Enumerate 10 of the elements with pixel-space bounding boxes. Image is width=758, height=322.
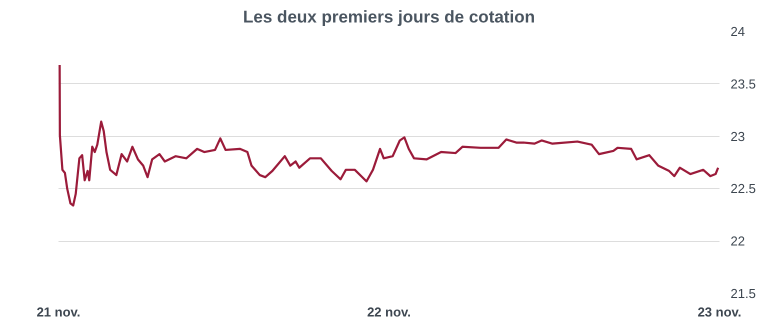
y-tick-label: 24 bbox=[730, 24, 745, 39]
y-tick-label: 22 bbox=[730, 234, 745, 249]
x-tick-label: 22 nov. bbox=[367, 304, 411, 320]
chart-title: Les deux premiers jours de cotation bbox=[243, 8, 535, 26]
x-tick-label: 21 nov. bbox=[36, 304, 80, 320]
y-tick-label: 23 bbox=[730, 128, 745, 144]
x-tick-label: 23 nov. bbox=[698, 304, 742, 320]
y-tick-label: 21.5 bbox=[730, 286, 756, 301]
y-tick-label: 23.5 bbox=[730, 76, 756, 92]
y-tick-label: 22.5 bbox=[730, 181, 756, 196]
